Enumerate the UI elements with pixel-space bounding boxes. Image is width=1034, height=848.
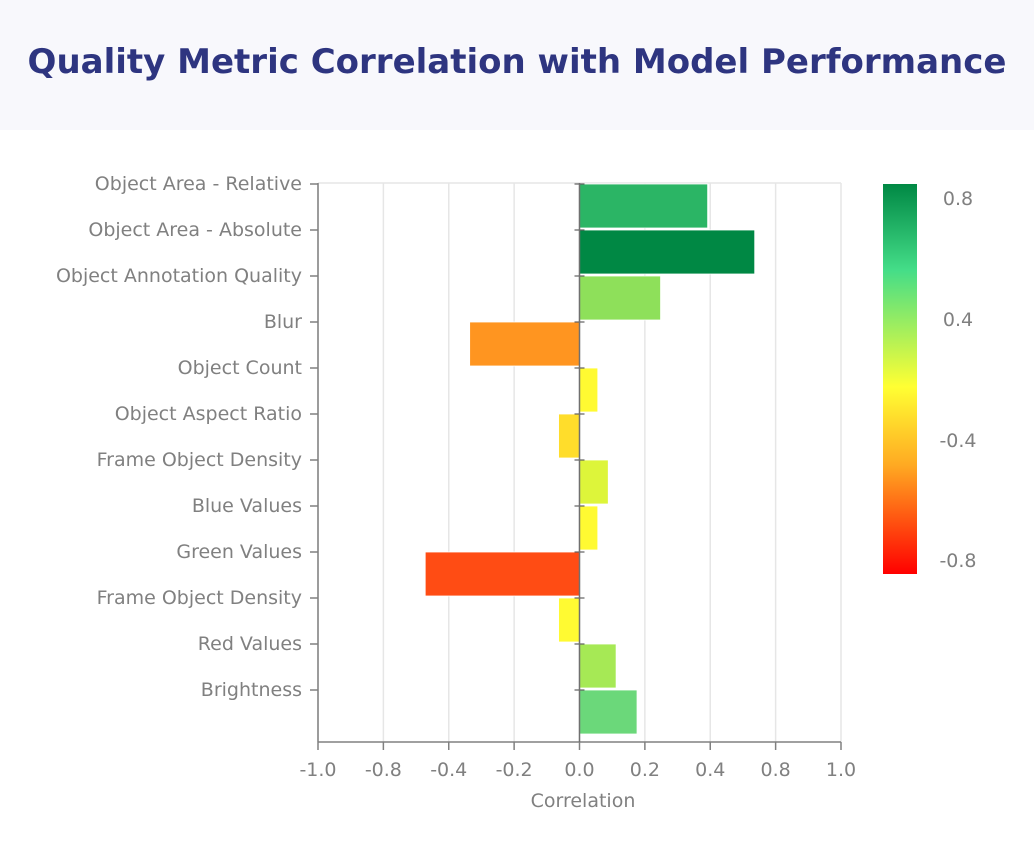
- category-label-10: Red Values: [198, 633, 302, 655]
- x-tick-label-8: 1.0: [826, 759, 856, 781]
- bar-0[interactable]: [579, 183, 709, 229]
- colorbar-label-1: 0.4: [943, 309, 973, 331]
- bar-11[interactable]: [579, 689, 638, 735]
- category-label-4: Object Count: [178, 357, 302, 379]
- x-tick-label-4: 0.0: [564, 759, 594, 781]
- bar-layer: [424, 183, 756, 735]
- bar-5[interactable]: [558, 413, 580, 459]
- bar-6[interactable]: [579, 459, 609, 505]
- x-tick-label-0: -1.0: [299, 759, 336, 781]
- bar-1[interactable]: [579, 229, 756, 275]
- category-label-6: Frame Object Density: [97, 449, 302, 471]
- category-label-8: Green Values: [176, 541, 302, 563]
- x-tick-label-3: -0.2: [496, 759, 533, 781]
- bar-9[interactable]: [558, 597, 580, 643]
- x-tick-label-7: 0.8: [761, 759, 791, 781]
- x-tick-label-1: -0.8: [365, 759, 402, 781]
- bar-2[interactable]: [579, 275, 661, 321]
- category-label-9: Frame Object Density: [97, 587, 302, 609]
- category-label-7: Blue Values: [192, 495, 302, 517]
- label-layer: -1.0 -0.8 -0.4 -0.2 0.0 0.2 0.4 0.8 1.0 Object Ar…: [56, 173, 856, 781]
- colorbar-label-3: -0.8: [939, 550, 976, 572]
- colorbar: [883, 184, 917, 574]
- x-axis-title: Correlation: [531, 790, 636, 812]
- colorbar-layer: 0.8 0.4 -0.4 -0.8: [883, 184, 977, 574]
- bar-3[interactable]: [469, 321, 580, 367]
- bar-10[interactable]: [579, 643, 617, 689]
- bar-7[interactable]: [579, 505, 599, 551]
- bar-8[interactable]: [424, 551, 580, 597]
- x-tick-label-2: -0.4: [430, 759, 467, 781]
- category-label-2: Object Annotation Quality: [56, 265, 302, 287]
- category-label-1: Object Area - Absolute: [88, 219, 302, 241]
- x-tick-label-5: 0.2: [630, 759, 660, 781]
- category-label-11: Brightness: [201, 679, 302, 701]
- colorbar-label-2: -0.4: [939, 430, 976, 452]
- title-bar: [0, 0, 1034, 130]
- chart-title: Quality Metric Correlation with Model Pe…: [27, 42, 1007, 82]
- category-label-5: Object Aspect Ratio: [115, 403, 302, 425]
- bar-4[interactable]: [579, 367, 599, 413]
- x-tick-label-6: 0.4: [695, 759, 725, 781]
- category-label-3: Blur: [264, 311, 302, 333]
- category-label-0: Object Area - Relative: [95, 173, 302, 195]
- colorbar-label-0: 0.8: [943, 188, 973, 210]
- axis-layer: [310, 183, 842, 750]
